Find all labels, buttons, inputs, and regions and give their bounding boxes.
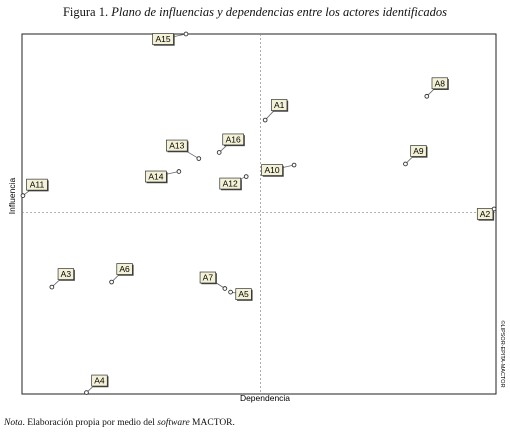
point-label-a2: A2 bbox=[480, 209, 491, 219]
label-box-a5 bbox=[235, 288, 252, 300]
data-point-a6 bbox=[109, 279, 114, 285]
point-label-a13: A13 bbox=[169, 141, 184, 151]
point-label-a3: A3 bbox=[61, 269, 72, 279]
label-box-a9 bbox=[410, 145, 427, 157]
data-point-a12 bbox=[243, 174, 249, 179]
point-label-a14: A14 bbox=[148, 172, 163, 182]
point-label-a5: A5 bbox=[238, 289, 249, 299]
label-box-a3 bbox=[57, 268, 75, 280]
point-label-a6: A6 bbox=[119, 264, 130, 274]
data-point-a13 bbox=[196, 156, 202, 161]
label-box-a16 bbox=[222, 133, 244, 146]
x-axis-label: Dependencia bbox=[240, 393, 290, 403]
label-box-a13 bbox=[166, 139, 188, 152]
point-label-a16: A16 bbox=[226, 134, 241, 144]
label-box-a7 bbox=[199, 271, 217, 284]
point-layer: A1 A2 A3 A4 A5 A6 A7 A8 A9 A10 A11 A12 A13 A14 A15 A16 bbox=[20, 31, 497, 395]
watermark-text: ©LIPSOR-EPITA-MACTOR bbox=[499, 320, 506, 387]
label-box-a1 bbox=[271, 99, 288, 111]
label-box-a10 bbox=[261, 164, 283, 176]
data-point-a4 bbox=[84, 390, 89, 395]
point-label-a11: A11 bbox=[30, 180, 45, 190]
note-prefix: Nota bbox=[4, 418, 23, 428]
note-text-1: . Elaboración propia por medio del bbox=[22, 418, 158, 428]
label-box-a6 bbox=[116, 263, 133, 275]
y-axis-label: Influencia bbox=[7, 178, 17, 215]
data-point-a3 bbox=[49, 284, 55, 290]
figure-title-text: Plano de influencias y dependencias entr… bbox=[111, 5, 448, 19]
point-label-a12: A12 bbox=[223, 179, 238, 189]
data-point-a5 bbox=[228, 289, 233, 295]
point-label-a10: A10 bbox=[265, 165, 280, 175]
point-label-a4: A4 bbox=[94, 376, 105, 386]
label-box-a14 bbox=[145, 170, 167, 183]
label-box-a12 bbox=[219, 177, 242, 190]
figure-title: Figura 1. Plano de influencias y depende… bbox=[0, 5, 510, 20]
label-box-a8 bbox=[431, 77, 448, 90]
point-label-a7: A7 bbox=[203, 273, 214, 283]
data-point-a16 bbox=[216, 150, 222, 155]
data-point-a1 bbox=[262, 117, 268, 123]
data-point-a7 bbox=[222, 286, 228, 291]
note-text-2: MACTOR. bbox=[189, 418, 235, 428]
label-box-a11 bbox=[26, 178, 48, 191]
label-box-a2 bbox=[476, 208, 494, 220]
data-point-a9 bbox=[403, 161, 408, 167]
figure-title-prefix: Figura 1. bbox=[62, 5, 109, 19]
data-point-a8 bbox=[424, 93, 430, 99]
point-label-a15: A15 bbox=[155, 34, 170, 44]
label-box-a4 bbox=[91, 374, 108, 387]
label-box-a15 bbox=[152, 33, 174, 45]
point-label-a8: A8 bbox=[435, 78, 446, 88]
plot-frame bbox=[21, 33, 497, 395]
point-label-a9: A9 bbox=[413, 146, 424, 156]
note-italic: software bbox=[157, 418, 190, 428]
point-label-a1: A1 bbox=[274, 100, 285, 110]
data-point-a15 bbox=[183, 31, 189, 37]
data-point-a10 bbox=[291, 162, 297, 168]
data-point-a11 bbox=[20, 193, 26, 198]
data-point-a14 bbox=[176, 169, 182, 174]
data-point-a2 bbox=[491, 206, 497, 212]
figure-note: Nota. Elaboración propia por medio del s… bbox=[4, 418, 235, 428]
